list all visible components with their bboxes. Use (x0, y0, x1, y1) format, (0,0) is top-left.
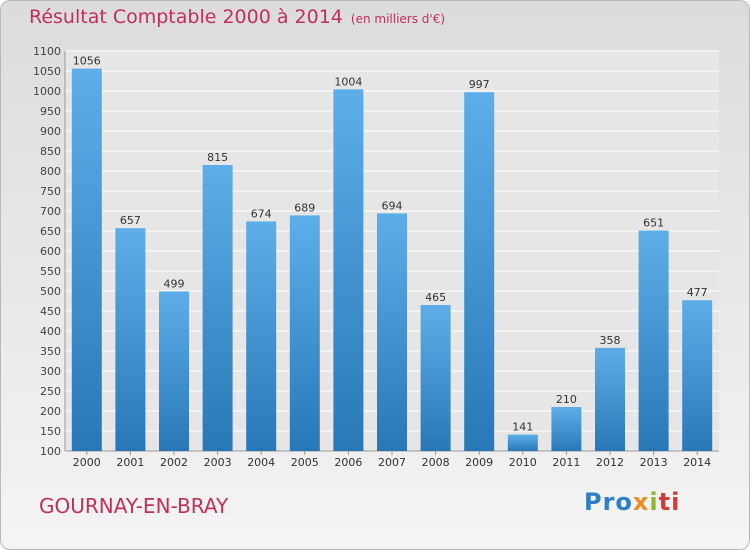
y-tick-label: 150 (40, 425, 61, 438)
bar (377, 213, 407, 451)
chart-unit-label: (en milliers d'€) (350, 12, 446, 26)
data-label: 499 (164, 277, 185, 290)
data-label: 1004 (334, 75, 362, 88)
x-tick-label: 2001 (116, 456, 144, 469)
logo-part-1: Pro (584, 488, 633, 516)
data-label: 358 (600, 334, 621, 347)
bar (333, 89, 364, 452)
y-tick-label: 600 (40, 245, 61, 258)
commune-name: GOURNAY-EN-BRAY (39, 494, 229, 518)
y-tick-label: 550 (40, 265, 61, 278)
chart-title-text: Résultat Comptable 2000 à 2014 (29, 6, 343, 28)
data-label: 815 (207, 151, 228, 164)
bar (551, 407, 582, 451)
y-tick-label: 700 (40, 205, 61, 218)
y-tick-label: 500 (40, 285, 61, 298)
x-tick-label: 2005 (291, 456, 319, 469)
y-tick-label: 250 (40, 385, 61, 398)
data-label: 1056 (73, 55, 101, 68)
data-label: 674 (251, 207, 272, 220)
x-tick-label: 2014 (683, 456, 711, 469)
y-tick-label: 400 (40, 325, 61, 338)
bar (115, 228, 146, 451)
y-tick-label: 900 (40, 125, 61, 138)
data-label: 210 (556, 393, 577, 406)
y-tick-label: 1050 (33, 65, 61, 78)
x-tick-label: 2007 (378, 456, 406, 469)
data-label: 657 (120, 214, 141, 227)
y-tick-label: 750 (40, 185, 61, 198)
bar (246, 221, 277, 451)
x-tick-label: 2000 (73, 456, 101, 469)
x-tick-label: 2010 (509, 456, 537, 469)
y-tick-label: 1000 (33, 85, 61, 98)
x-tick-label: 2008 (422, 456, 450, 469)
y-tick-label: 850 (40, 145, 61, 158)
logo-part-3: i (649, 488, 659, 516)
bar (595, 347, 625, 451)
y-tick-label: 650 (40, 225, 61, 238)
logo-part-4: ti (658, 488, 681, 516)
y-tick-label: 800 (40, 165, 61, 178)
x-tick-label: 2012 (596, 456, 624, 469)
bar (682, 300, 713, 451)
bar (289, 215, 320, 451)
bar (159, 291, 189, 451)
y-tick-label: 450 (40, 305, 61, 318)
y-tick-label: 1100 (33, 45, 61, 58)
data-label: 694 (382, 199, 403, 212)
y-tick-label: 950 (40, 105, 61, 118)
data-label: 477 (687, 286, 708, 299)
y-tick-label: 100 (40, 445, 61, 458)
x-tick-label: 2011 (552, 456, 580, 469)
x-tick-label: 2009 (465, 456, 493, 469)
bar (71, 68, 102, 451)
bar (202, 165, 233, 451)
data-label: 997 (469, 78, 490, 91)
data-label: 689 (294, 201, 315, 214)
bar (464, 92, 495, 451)
data-label: 141 (512, 421, 533, 434)
bar (507, 434, 538, 451)
proxiti-logo: Proxiti (584, 488, 680, 516)
bar (420, 305, 451, 451)
x-tick-label: 2002 (160, 456, 188, 469)
logo-part-2: x (632, 488, 650, 516)
y-tick-label: 300 (40, 365, 61, 378)
data-label: 465 (425, 291, 446, 304)
y-tick-label: 350 (40, 345, 61, 358)
y-tick-label: 200 (40, 405, 61, 418)
chart-title: Résultat Comptable 2000 à 2014 (en millie… (29, 6, 445, 28)
x-tick-label: 2006 (334, 456, 362, 469)
bar (638, 230, 669, 451)
x-tick-label: 2004 (247, 456, 275, 469)
x-tick-label: 2003 (204, 456, 232, 469)
data-label: 651 (643, 217, 664, 230)
x-tick-label: 2013 (640, 456, 668, 469)
